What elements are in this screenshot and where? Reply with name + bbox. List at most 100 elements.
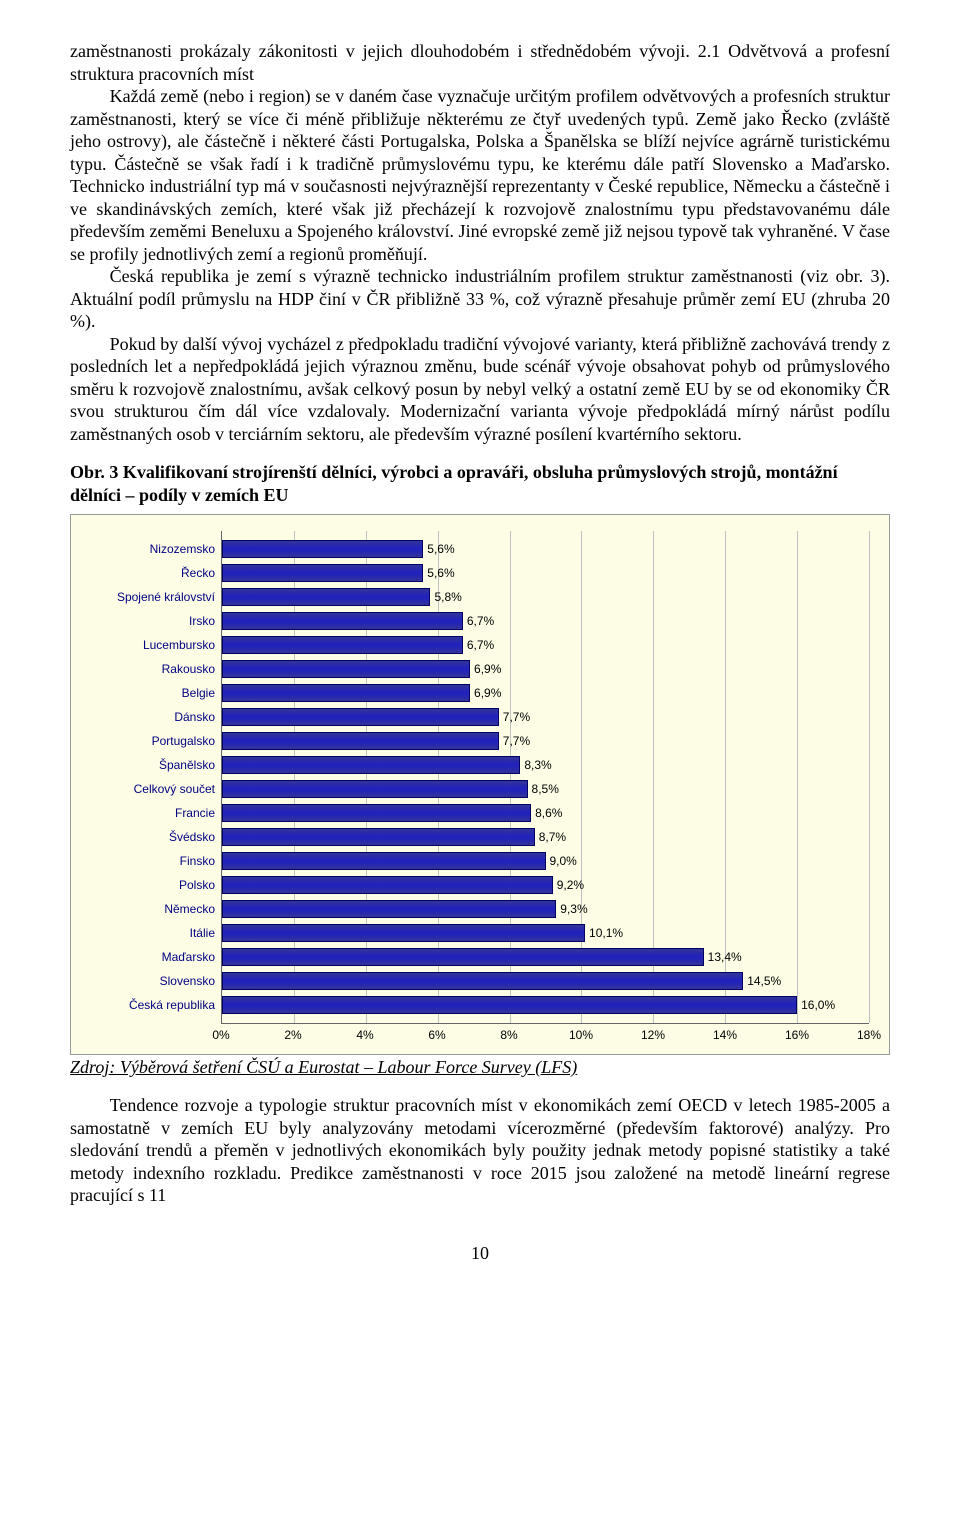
chart-bar bbox=[222, 612, 463, 630]
bar-row: 9,0% bbox=[222, 849, 869, 873]
bar-y-label: Španělsko bbox=[91, 753, 221, 777]
chart-x-axis: 0%2%4%6%8%10%12%14%16%18% bbox=[221, 1028, 869, 1044]
bar-y-label: Portugalsko bbox=[91, 729, 221, 753]
chart-bar bbox=[222, 924, 585, 942]
bar-y-label: Německo bbox=[91, 897, 221, 921]
bar-value-label: 9,3% bbox=[560, 902, 587, 916]
paragraph-0: zaměstnanosti prokázaly zákonitosti v je… bbox=[70, 40, 890, 85]
bar-row: 5,6% bbox=[222, 537, 869, 561]
bar-value-label: 8,3% bbox=[524, 758, 551, 772]
bar-row: 7,7% bbox=[222, 729, 869, 753]
bar-y-label: Maďarsko bbox=[91, 945, 221, 969]
x-axis-tick: 16% bbox=[785, 1028, 809, 1042]
bar-y-label: Spojené království bbox=[91, 585, 221, 609]
chart-bar bbox=[222, 684, 470, 702]
bar-value-label: 6,9% bbox=[474, 686, 501, 700]
bar-y-label: Irsko bbox=[91, 609, 221, 633]
document-page: zaměstnanosti prokázaly zákonitosti v je… bbox=[0, 0, 960, 1294]
bar-value-label: 13,4% bbox=[708, 950, 742, 964]
bar-value-label: 5,6% bbox=[427, 542, 454, 556]
bar-value-label: 5,6% bbox=[427, 566, 454, 580]
chart-container: 5,6%5,6%5,8%6,7%6,7%6,9%6,9%7,7%7,7%8,3%… bbox=[70, 514, 890, 1055]
x-axis-tick: 10% bbox=[569, 1028, 593, 1042]
bar-row: 7,7% bbox=[222, 705, 869, 729]
bar-y-label: Nizozemsko bbox=[91, 537, 221, 561]
bar-row: 6,7% bbox=[222, 609, 869, 633]
bar-y-label: Finsko bbox=[91, 849, 221, 873]
bar-value-label: 16,0% bbox=[801, 998, 835, 1012]
chart-bar bbox=[222, 996, 797, 1014]
bar-row: 5,8% bbox=[222, 585, 869, 609]
chart-bar bbox=[222, 564, 423, 582]
bar-row: 5,6% bbox=[222, 561, 869, 585]
bar-row: 16,0% bbox=[222, 993, 869, 1017]
bar-row: 9,3% bbox=[222, 897, 869, 921]
x-axis-tick: 2% bbox=[284, 1028, 301, 1042]
x-axis-tick: 12% bbox=[641, 1028, 665, 1042]
bar-value-label: 8,7% bbox=[539, 830, 566, 844]
chart-bar bbox=[222, 900, 556, 918]
bar-row: 6,9% bbox=[222, 681, 869, 705]
bar-row: 9,2% bbox=[222, 873, 869, 897]
x-axis-tick: 4% bbox=[356, 1028, 373, 1042]
bar-y-label: Slovensko bbox=[91, 969, 221, 993]
chart-bar bbox=[222, 588, 430, 606]
chart-bar bbox=[222, 948, 704, 966]
bar-row: 8,3% bbox=[222, 753, 869, 777]
paragraph-1: Každá země (nebo i region) se v daném ča… bbox=[70, 85, 890, 265]
x-axis-tick: 0% bbox=[212, 1028, 229, 1042]
bar-y-label: Švédsko bbox=[91, 825, 221, 849]
bar-row: 14,5% bbox=[222, 969, 869, 993]
x-axis-tick: 6% bbox=[428, 1028, 445, 1042]
bar-y-label: Rakousko bbox=[91, 657, 221, 681]
bar-y-label: Lucembursko bbox=[91, 633, 221, 657]
chart-bar bbox=[222, 828, 535, 846]
chart-bar bbox=[222, 852, 546, 870]
bar-row: 8,7% bbox=[222, 825, 869, 849]
body-text: zaměstnanosti prokázaly zákonitosti v je… bbox=[70, 40, 890, 445]
chart-bar bbox=[222, 780, 528, 798]
paragraph-4: Tendence rozvoje a typologie struktur pr… bbox=[70, 1094, 890, 1207]
chart-plot-area: 5,6%5,6%5,8%6,7%6,7%6,9%6,9%7,7%7,7%8,3%… bbox=[221, 531, 869, 1024]
bar-y-label: Itálie bbox=[91, 921, 221, 945]
bar-row: 8,6% bbox=[222, 801, 869, 825]
bar-row: 8,5% bbox=[222, 777, 869, 801]
chart-bar bbox=[222, 876, 553, 894]
body-text-2: Tendence rozvoje a typologie struktur pr… bbox=[70, 1094, 890, 1207]
page-number: 10 bbox=[70, 1243, 890, 1264]
bar-value-label: 14,5% bbox=[747, 974, 781, 988]
bar-y-label: Polsko bbox=[91, 873, 221, 897]
x-axis-tick: 8% bbox=[500, 1028, 517, 1042]
paragraph-2: Česká republika je zemí s výrazně techni… bbox=[70, 265, 890, 333]
chart-bar bbox=[222, 660, 470, 678]
chart-bar bbox=[222, 636, 463, 654]
bar-value-label: 6,7% bbox=[467, 638, 494, 652]
bar-value-label: 10,1% bbox=[589, 926, 623, 940]
bar-value-label: 7,7% bbox=[503, 734, 530, 748]
bar-value-label: 5,8% bbox=[434, 590, 461, 604]
chart-source: Zdroj: Výběrová šetření ČSÚ a Eurostat –… bbox=[70, 1057, 890, 1078]
bar-value-label: 8,5% bbox=[532, 782, 559, 796]
chart-bars: 5,6%5,6%5,8%6,7%6,7%6,9%6,9%7,7%7,7%8,3%… bbox=[222, 531, 869, 1023]
bar-row: 6,7% bbox=[222, 633, 869, 657]
x-axis-tick: 18% bbox=[857, 1028, 881, 1042]
chart-bar bbox=[222, 972, 743, 990]
chart-bar bbox=[222, 708, 499, 726]
chart-bar bbox=[222, 732, 499, 750]
bar-value-label: 6,7% bbox=[467, 614, 494, 628]
bar-y-label: Řecko bbox=[91, 561, 221, 585]
bar-value-label: 7,7% bbox=[503, 710, 530, 724]
chart-caption: Obr. 3 Kvalifikovaní strojírenští dělníc… bbox=[70, 461, 890, 506]
bar-y-label: Česká republika bbox=[91, 993, 221, 1017]
bar-value-label: 6,9% bbox=[474, 662, 501, 676]
bar-value-label: 8,6% bbox=[535, 806, 562, 820]
bar-value-label: 9,0% bbox=[550, 854, 577, 868]
bar-row: 6,9% bbox=[222, 657, 869, 681]
chart-bar bbox=[222, 804, 531, 822]
bar-y-label: Celkový součet bbox=[91, 777, 221, 801]
chart-bar bbox=[222, 540, 423, 558]
bar-y-label: Dánsko bbox=[91, 705, 221, 729]
bar-y-label: Belgie bbox=[91, 681, 221, 705]
bar-y-label: Francie bbox=[91, 801, 221, 825]
bar-row: 10,1% bbox=[222, 921, 869, 945]
